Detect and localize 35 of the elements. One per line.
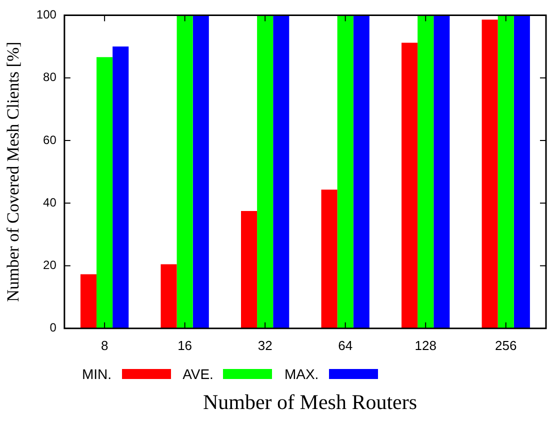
bar [273, 15, 290, 328]
x-axis-title: Number of Mesh Routers [202, 390, 418, 415]
bar [337, 15, 354, 328]
bar [192, 15, 209, 328]
bar [160, 264, 177, 328]
bar [257, 15, 274, 328]
y-tick-label: 100 [36, 8, 57, 22]
y-tick-label: 80 [43, 70, 57, 84]
y-tick-label: 60 [43, 132, 57, 147]
bar [353, 15, 370, 328]
x-tick-label: 64 [338, 338, 353, 353]
y-tick-label: 20 [43, 258, 57, 272]
bar [176, 15, 193, 328]
y-tick-label: 0 [50, 320, 57, 335]
y-axis-title: Number of Covered Mesh Clients [%] [4, 42, 23, 302]
x-tick-label: 32 [258, 338, 272, 353]
legend-label: MAX. [284, 366, 319, 382]
x-tick-label: 128 [414, 338, 436, 353]
x-tick-label: 16 [178, 338, 192, 353]
bar [112, 46, 129, 328]
bar [434, 15, 450, 328]
bar [498, 15, 514, 328]
legend-label: MIN. [82, 366, 112, 382]
legend-label: AVE. [182, 366, 214, 382]
bar [402, 42, 418, 328]
bar [80, 274, 97, 328]
bar [418, 15, 434, 328]
bar [514, 15, 530, 328]
bar [96, 57, 113, 328]
bar [241, 210, 258, 328]
x-tick-label: 8 [100, 338, 108, 353]
bar [482, 20, 498, 328]
y-tick-label: 40 [43, 195, 57, 210]
x-tick-label: 256 [495, 338, 517, 353]
bar [321, 190, 338, 328]
